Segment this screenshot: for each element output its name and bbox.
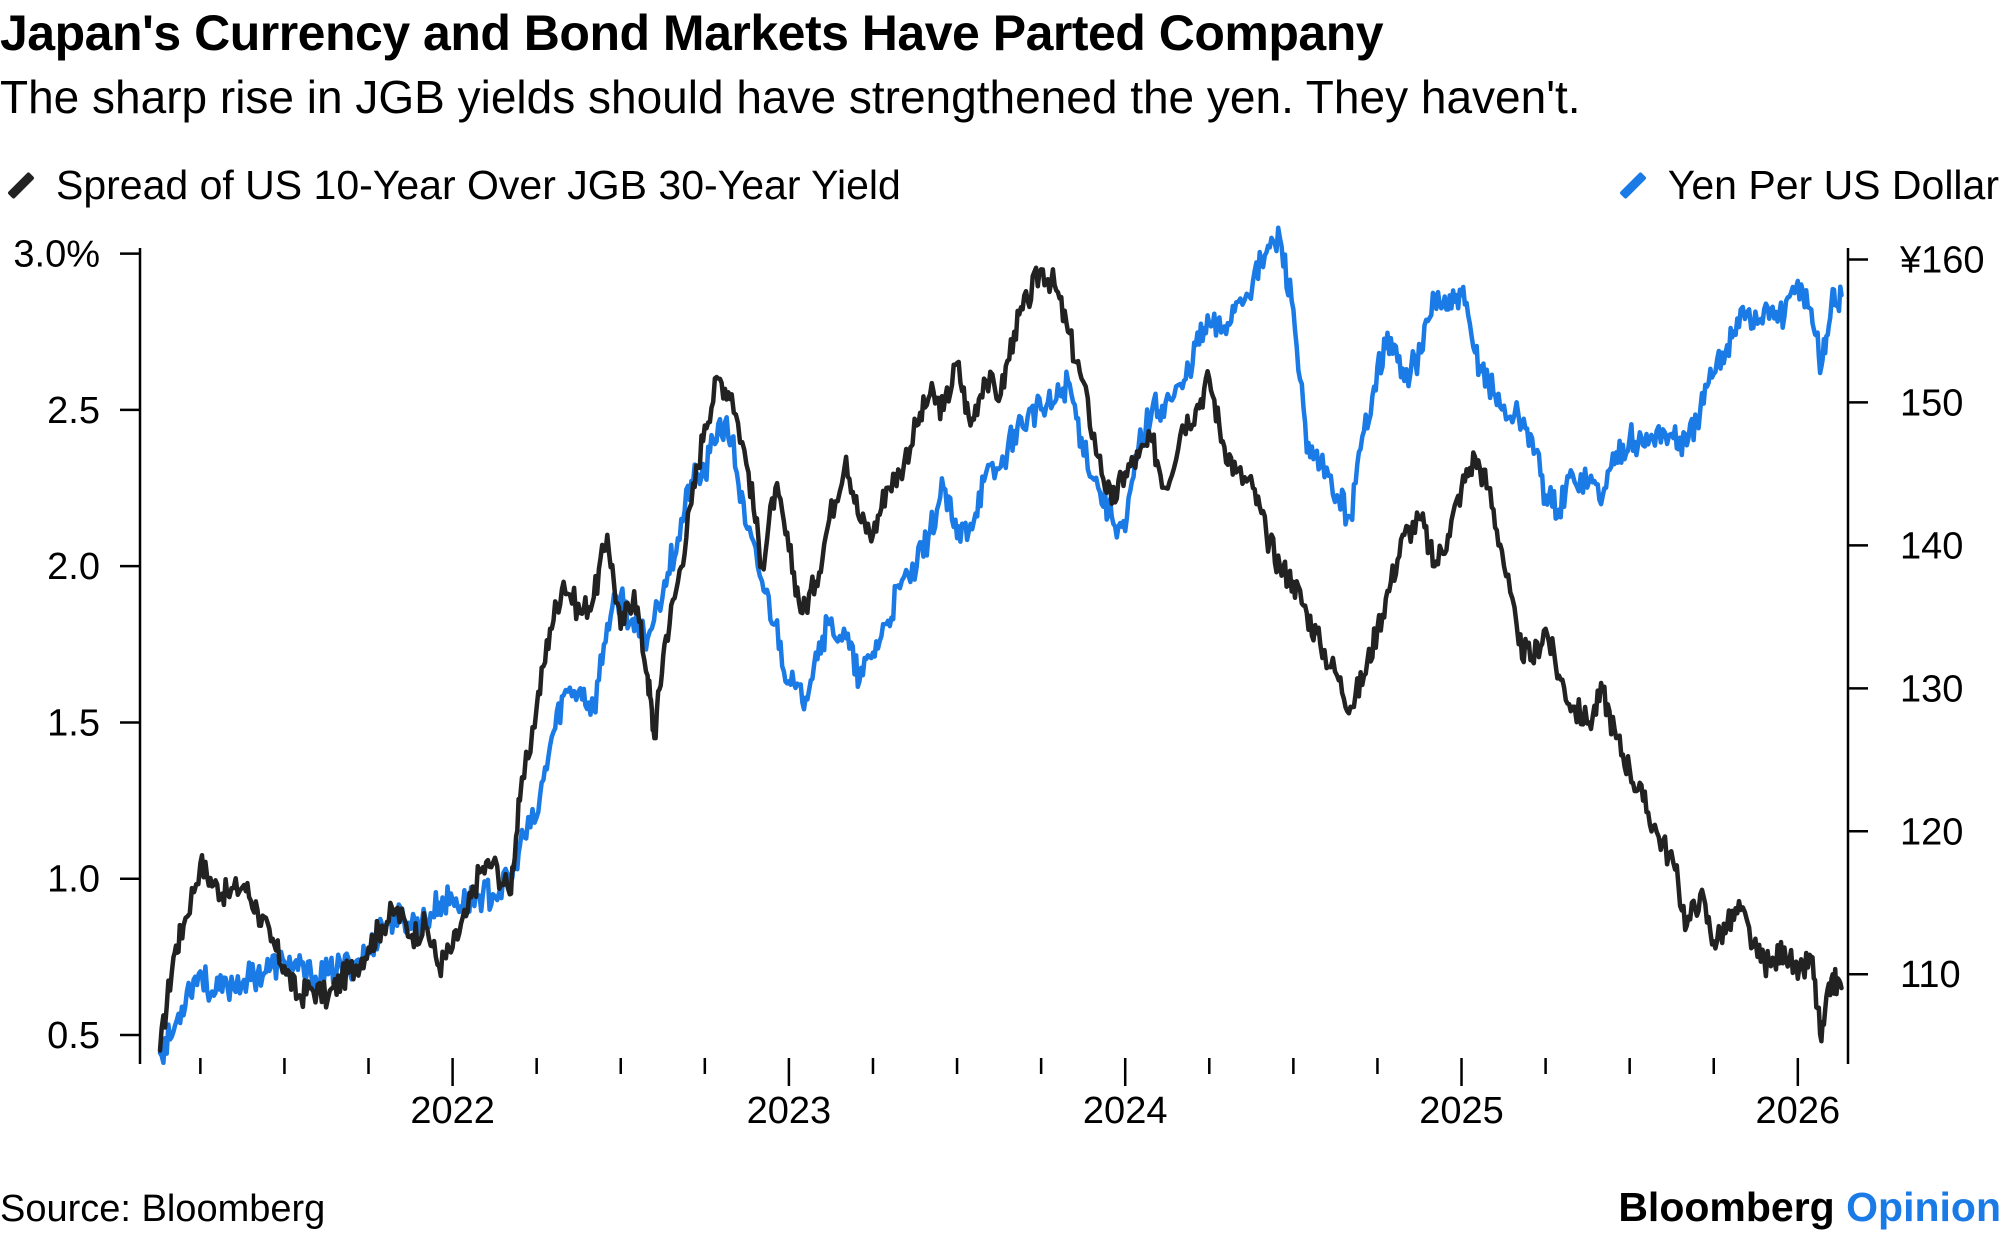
yen-series-line	[157, 225, 1844, 1066]
axes	[120, 248, 1868, 1086]
left-tick-label: 2.0	[47, 546, 100, 588]
legend-yen-label: Yen Per US Dollar	[1667, 162, 1999, 208]
x-tick-label: 2023	[747, 1090, 832, 1132]
x-tick-label: 2025	[1419, 1090, 1504, 1132]
left-tick-label: 1.0	[47, 859, 100, 901]
left-tick-label: 2.5	[47, 390, 100, 432]
left-tick-label: 3.0%	[13, 234, 100, 276]
x-tick-label: 2026	[1756, 1090, 1841, 1132]
right-tick-label: 110	[1900, 954, 1961, 996]
series-layer	[157, 225, 1844, 1066]
tick-labels: 3.0% 2.5 2.0 1.5 1.0 0.5 ¥160 150 140 130 120 110 20…	[13, 234, 1984, 1132]
right-tick-label: 130	[1900, 668, 1963, 710]
right-tick-label: ¥160	[1899, 239, 1985, 281]
source-note: Source: Bloomberg	[0, 1188, 326, 1230]
legend-spread-label: Spread of US 10-Year Over JGB 30-Year Yi…	[56, 162, 901, 208]
right-tick-label: 120	[1900, 811, 1963, 853]
x-tick-label: 2022	[410, 1090, 495, 1132]
x-tick-label: 2024	[1083, 1090, 1168, 1132]
chart-title: Japan's Currency and Bond Markets Have P…	[0, 5, 1384, 61]
brand-logo: Bloomberg Opinion	[1618, 1184, 2001, 1231]
brand-opinion: Opinion	[1846, 1184, 2001, 1230]
right-tick-label: 140	[1900, 525, 1963, 567]
legend-yen: Yen Per US Dollar	[1618, 162, 1999, 209]
brand-name: Bloomberg	[1618, 1184, 1835, 1230]
spread-series-line	[157, 265, 1844, 1053]
legend-spread: Spread of US 10-Year Over JGB 30-Year Yi…	[6, 162, 901, 209]
left-tick-label: 0.5	[47, 1015, 100, 1057]
chart-subtitle: The sharp rise in JGB yields should have…	[0, 71, 1581, 123]
right-tick-label: 150	[1900, 382, 1963, 424]
left-tick-label: 1.5	[47, 702, 100, 744]
